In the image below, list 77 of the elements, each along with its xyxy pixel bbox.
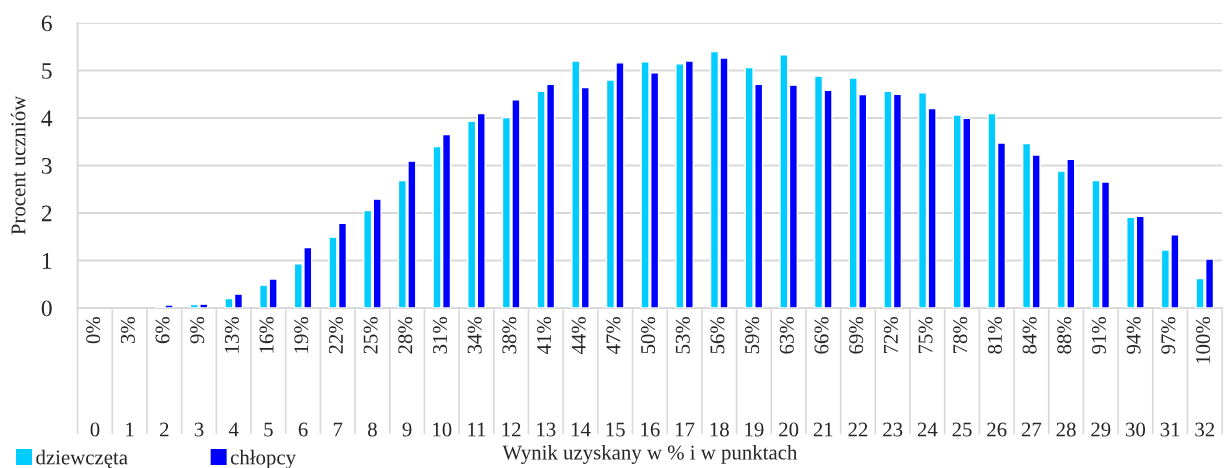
x2-tick-label: 29 xyxy=(1091,422,1111,437)
x2-tick-label: 8 xyxy=(368,422,377,437)
x-tick-label: 100% xyxy=(1195,316,1211,364)
x-tick-label: 88% xyxy=(1057,316,1072,354)
y-tick-label: 5 xyxy=(42,63,52,79)
x2-tick-label: 21 xyxy=(813,422,833,437)
x2-tick-label: 19 xyxy=(745,422,764,437)
x2-tick-label: 22 xyxy=(848,422,868,437)
x-tick-label: 0% xyxy=(86,316,101,344)
x-tick-label: 66% xyxy=(814,316,829,354)
x-tick-label: 75% xyxy=(918,316,933,354)
x2-tick-label: 14 xyxy=(571,422,591,437)
x2-tick-label: 10 xyxy=(433,422,452,437)
legend-label: dziewczęta xyxy=(36,449,128,468)
x2-tick-label: 25 xyxy=(952,422,972,437)
y-tick-label: 0 xyxy=(41,300,52,317)
y-tick-label: 6 xyxy=(41,15,52,32)
x-tick-label: 59% xyxy=(745,316,760,354)
x2-tick-label: 11 xyxy=(468,422,486,437)
x-tick-label: 81% xyxy=(987,316,1002,354)
x-tick-label: 13% xyxy=(224,316,239,353)
x-tick-label: 31% xyxy=(432,316,448,354)
x2-tick-label: 24 xyxy=(917,422,938,437)
y-axis-title: Procent uczniów xyxy=(10,95,26,235)
x-tick-label: 78% xyxy=(953,316,968,354)
x-tick-label: 44% xyxy=(571,316,586,355)
x-tick-label: 6% xyxy=(155,316,170,344)
y-tick-label: 1 xyxy=(42,253,52,269)
legend-label: chłopcy xyxy=(230,449,296,468)
x2-tick-label: 3 xyxy=(194,422,204,437)
x2-tick-label: 27 xyxy=(1021,422,1042,437)
x2-tick-label: 4 xyxy=(228,422,239,437)
x-tick-label: 19% xyxy=(294,316,309,353)
x2-tick-label: 23 xyxy=(883,422,903,437)
y-tick-label: 3 xyxy=(41,157,52,174)
x-tick-label: 97% xyxy=(1161,316,1176,354)
x-tick-label: 41% xyxy=(536,316,552,355)
x-tick-label: 53% xyxy=(675,316,690,354)
x-axis-title: Wynik uzyskany w % i w punktach xyxy=(502,444,798,464)
x2-tick-label: 15 xyxy=(606,422,625,437)
x2-tick-label: 13 xyxy=(537,422,556,437)
y-tick-label: 2 xyxy=(41,205,52,222)
x-tick-label: 84% xyxy=(1022,316,1037,354)
x2-tick-label: 6 xyxy=(298,422,308,437)
y-tick-label: 4 xyxy=(41,110,53,127)
x-tick-label: 47% xyxy=(606,316,621,355)
x2-tick-label: 0 xyxy=(90,422,100,437)
x-tick-label: 94% xyxy=(1126,316,1141,354)
x-tick-label: 25% xyxy=(363,316,378,354)
x-tick-label: 38% xyxy=(502,316,517,354)
x2-tick-label: 32 xyxy=(1195,422,1215,437)
x-tick-label: 69% xyxy=(849,316,864,354)
x2-tick-label: 12 xyxy=(502,422,521,437)
x-tick-label: 72% xyxy=(883,316,898,354)
x-tick-label: 9% xyxy=(190,316,205,344)
x2-tick-label: 17 xyxy=(675,422,695,437)
x2-tick-label: 31 xyxy=(1160,422,1180,437)
x-tick-label: 34% xyxy=(467,316,482,354)
x2-tick-label: 28 xyxy=(1056,422,1076,437)
x2-tick-label: 7 xyxy=(333,422,343,437)
x2-tick-label: 26 xyxy=(987,422,1007,437)
x2-tick-label: 1 xyxy=(126,422,134,437)
x-tick-label: 56% xyxy=(710,316,725,354)
x-tick-label: 50% xyxy=(641,316,656,354)
x-tick-label: 22% xyxy=(328,316,344,354)
x2-tick-label: 16 xyxy=(641,422,660,437)
x-tick-label: 91% xyxy=(1091,316,1107,354)
x-tick-label: 16% xyxy=(259,316,274,353)
x2-tick-label: 9 xyxy=(402,422,412,437)
x-tick-label: 3% xyxy=(120,316,135,344)
x2-tick-label: 2 xyxy=(160,422,169,437)
x-tick-label: 28% xyxy=(398,316,413,354)
x-tick-label: 63% xyxy=(779,316,794,354)
x2-tick-label: 30 xyxy=(1126,422,1146,437)
x2-tick-label: 5 xyxy=(264,422,273,437)
x2-tick-label: 20 xyxy=(779,422,799,437)
x2-tick-label: 18 xyxy=(710,422,729,437)
